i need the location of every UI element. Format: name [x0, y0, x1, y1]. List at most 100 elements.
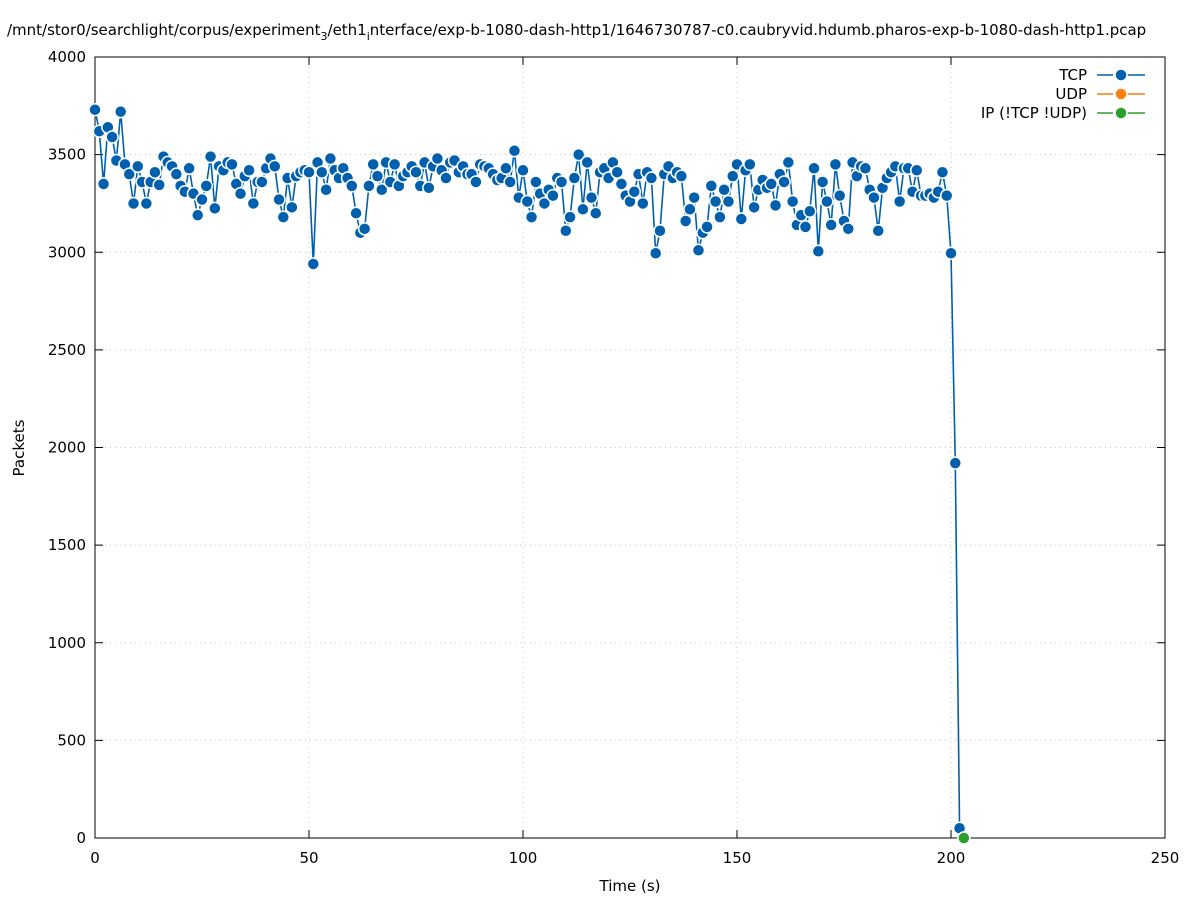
point	[507, 143, 522, 158]
point	[563, 210, 577, 224]
title-subscript: i	[367, 30, 370, 43]
point	[516, 163, 530, 177]
x-tick-label: 100	[509, 849, 538, 867]
x-tick-label: 150	[723, 849, 752, 867]
point	[276, 210, 291, 224]
point	[225, 157, 239, 172]
point	[113, 104, 128, 119]
point	[520, 194, 535, 209]
point	[708, 194, 723, 209]
x-tick-label: 50	[299, 849, 318, 867]
point	[841, 222, 856, 236]
point	[306, 257, 321, 271]
point	[345, 179, 359, 193]
point	[370, 169, 385, 183]
point	[148, 165, 162, 179]
point	[169, 167, 184, 181]
point	[499, 161, 513, 176]
point	[948, 456, 963, 470]
point	[687, 190, 701, 205]
title-part: nterface/exp-b-1080-dash-http1/164673078…	[370, 21, 1146, 39]
point	[867, 190, 881, 205]
point	[589, 206, 603, 220]
point	[469, 175, 483, 189]
point	[828, 157, 843, 172]
legend-swatch-marker	[1114, 106, 1128, 120]
legend-label: TCP	[1058, 66, 1087, 84]
x-axis-label: Time (s)	[599, 877, 661, 895]
point	[246, 196, 261, 211]
point	[939, 188, 954, 203]
point	[105, 130, 119, 144]
point	[195, 192, 209, 207]
point	[614, 177, 629, 191]
point	[255, 175, 269, 189]
point	[811, 244, 826, 259]
point	[203, 149, 218, 164]
y-tick-label: 500	[57, 731, 86, 749]
point	[777, 175, 791, 189]
point	[242, 163, 256, 177]
point	[678, 214, 693, 228]
y-axis-label: Packets	[10, 419, 28, 476]
point	[674, 169, 689, 183]
point	[529, 175, 543, 189]
point	[126, 196, 141, 211]
y-tick-label: 2500	[48, 341, 86, 359]
point	[323, 151, 338, 166]
point	[743, 157, 757, 172]
point	[807, 161, 821, 176]
point	[691, 243, 706, 258]
point	[892, 194, 907, 209]
y-tick-label: 0	[76, 829, 86, 847]
point	[644, 171, 659, 185]
legend-label: UDP	[1055, 85, 1087, 103]
point	[781, 155, 796, 170]
point	[610, 165, 624, 179]
point	[576, 202, 590, 217]
point	[700, 220, 714, 234]
point	[944, 246, 958, 260]
point	[717, 183, 731, 197]
x-tick-label: 200	[937, 849, 966, 867]
point	[747, 200, 761, 215]
point	[571, 147, 586, 162]
point	[910, 163, 924, 177]
point	[302, 165, 316, 179]
y-tick-label: 2000	[48, 439, 86, 457]
y-tick-label: 1000	[48, 634, 86, 652]
point	[233, 186, 248, 201]
point	[584, 190, 599, 205]
point	[820, 194, 834, 209]
x-tick-label: 0	[90, 849, 100, 867]
point	[683, 202, 697, 217]
point	[315, 165, 329, 179]
point	[357, 222, 372, 236]
point	[139, 196, 154, 211]
point	[957, 831, 971, 845]
point	[648, 246, 663, 260]
point	[199, 179, 214, 193]
point	[803, 204, 817, 218]
point	[537, 196, 552, 211]
point	[559, 224, 573, 238]
plot-border	[94, 56, 1166, 839]
point	[387, 157, 402, 172]
point	[122, 167, 136, 181]
point	[764, 177, 778, 191]
point	[768, 198, 783, 213]
legend-swatch-marker	[1114, 87, 1128, 101]
point	[725, 169, 740, 183]
point	[366, 157, 380, 172]
legend-swatch-marker	[1114, 68, 1128, 82]
x-tick-label: 250	[1151, 849, 1180, 867]
y-tick-label: 1500	[48, 536, 86, 554]
point	[832, 188, 847, 203]
title-subscript: 3	[321, 30, 328, 43]
point	[567, 171, 582, 185]
point	[721, 194, 736, 209]
point	[268, 159, 282, 174]
y-tick-label: 3500	[48, 146, 86, 164]
point	[627, 184, 642, 199]
